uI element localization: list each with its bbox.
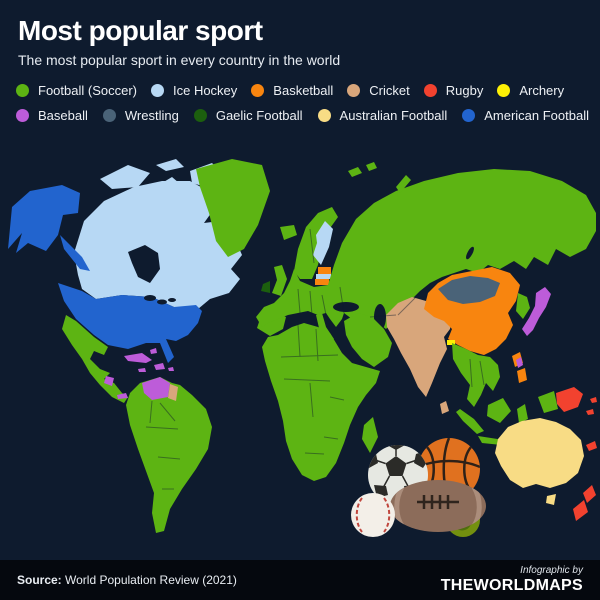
region-new-zealand <box>573 485 596 521</box>
legend-label: Ice Hockey <box>172 83 238 99</box>
lake-baikal <box>466 246 474 260</box>
rugby-color-dot <box>423 84 437 98</box>
legend-label: Australian Football <box>339 108 448 124</box>
region-africa <box>262 323 380 481</box>
region-madagascar <box>362 417 378 453</box>
legend-item-basketball: Basketball <box>251 83 333 98</box>
region-mexico-central-america <box>62 315 128 403</box>
region-estonia <box>318 267 331 274</box>
legend-label: Wrestling <box>124 108 179 124</box>
region-panama <box>117 393 128 399</box>
legend-item-ice-hockey: Ice Hockey <box>150 83 238 99</box>
region-europe-russia-mainland <box>256 169 596 329</box>
source-label: Source: <box>17 573 62 587</box>
gaelic-football-color-dot <box>193 109 207 123</box>
region-latvia <box>316 274 331 279</box>
region-solomon-islands <box>586 397 597 415</box>
page-subtitle: The most popular sport in every country … <box>18 52 341 69</box>
region-new-caledonia <box>586 441 597 451</box>
legend-label: Gaelic Football <box>215 108 303 124</box>
region-philippines <box>512 352 527 383</box>
footer: Source: World Population Review (2021) I… <box>0 560 600 600</box>
continent-south-america <box>126 377 212 533</box>
hudson-bay <box>128 245 160 283</box>
archery-color-dot <box>497 84 511 98</box>
credit-block: Infographic by THEWORLDMAPS <box>441 565 583 595</box>
american-football-icon <box>390 480 486 532</box>
region-middle-east <box>344 313 392 367</box>
legend-item-football: Football (Soccer) <box>16 83 137 98</box>
region-guyana <box>168 384 178 401</box>
wrestling-color-dot <box>102 109 116 123</box>
region-lithuania <box>315 279 329 285</box>
legend-label: Basketball <box>273 83 334 99</box>
region-iceland <box>280 225 297 240</box>
world-map <box>0 157 600 557</box>
country-borders <box>94 228 485 490</box>
legend-item-baseball: Baseball <box>16 108 88 123</box>
black-sea <box>333 302 359 312</box>
region-greenland <box>196 159 270 257</box>
legend: Football (Soccer) Ice Hockey Basketball … <box>16 83 600 123</box>
region-korea <box>516 293 530 319</box>
legend-item-rugby: Rugby <box>423 83 484 99</box>
australian-football-color-dot <box>317 109 331 123</box>
continent-asia-africa <box>256 162 596 481</box>
baseball-icon <box>351 493 395 537</box>
legend-item-cricket: Cricket <box>347 83 410 99</box>
region-canada-arctic-islands <box>100 159 224 203</box>
region-southeast-asia <box>452 343 500 407</box>
region-caribbean-islands <box>138 348 174 372</box>
legend-item-wrestling: Wrestling <box>102 108 179 124</box>
legend-item-american-football: American Football <box>462 108 589 123</box>
legend-row-2: Baseball Wrestling Gaelic Football Austr… <box>16 108 600 123</box>
football-color-dot <box>16 84 29 98</box>
legend-item-gaelic-football: Gaelic Football <box>193 108 303 124</box>
legend-label: American Football <box>484 108 589 124</box>
header: Most popular sport The most popular spor… <box>0 0 600 69</box>
american-football-color-dot <box>462 109 476 123</box>
cricket-color-dot <box>347 84 361 98</box>
region-india-subcontinent <box>386 297 452 397</box>
region-united-kingdom <box>272 265 287 296</box>
legend-row-1: Football (Soccer) Ice Hockey Basketball … <box>16 83 600 98</box>
credit-prefix: Infographic by <box>520 565 583 577</box>
page-title: Most popular sport <box>18 15 263 46</box>
legend-item-archery: Archery <box>497 83 564 98</box>
region-south-america <box>126 377 212 533</box>
region-japan <box>522 287 551 336</box>
legend-label: Cricket <box>369 83 410 99</box>
legend-label: Archery <box>519 83 565 99</box>
ice-hockey-color-dot <box>150 84 164 98</box>
legend-item-australian-football: Australian Football <box>317 108 448 124</box>
source-text: World Population Review (2021) <box>61 573 237 587</box>
legend-label: Football (Soccer) <box>38 83 137 99</box>
region-nicaragua <box>104 376 114 386</box>
region-venezuela <box>142 377 170 400</box>
great-lakes <box>144 295 176 305</box>
region-alaska <box>8 185 90 271</box>
region-hispaniola <box>154 363 165 370</box>
region-australia <box>495 418 584 488</box>
basketball-color-dot <box>251 84 265 98</box>
region-cuba <box>124 353 152 363</box>
region-sri-lanka <box>440 401 449 414</box>
region-mongolia <box>438 276 500 304</box>
region-tasmania <box>546 494 556 505</box>
baseball-color-dot <box>16 109 29 123</box>
region-indonesia <box>456 391 558 446</box>
region-taiwan <box>516 357 523 368</box>
region-papua-new-guinea <box>556 387 583 412</box>
region-ireland <box>261 281 270 293</box>
region-finland <box>313 221 333 265</box>
region-canada <box>74 181 242 309</box>
legend-label: Rugby <box>445 83 484 99</box>
brand-logo: THEWORLDMAPS <box>440 576 583 594</box>
continent-oceania <box>495 387 597 521</box>
region-united-states <box>58 283 202 363</box>
source-line: Source: World Population Review (2021) <box>17 573 237 587</box>
continent-north-america <box>8 159 270 403</box>
legend-label: Baseball <box>38 108 88 124</box>
sports-balls-illustration <box>351 438 486 537</box>
